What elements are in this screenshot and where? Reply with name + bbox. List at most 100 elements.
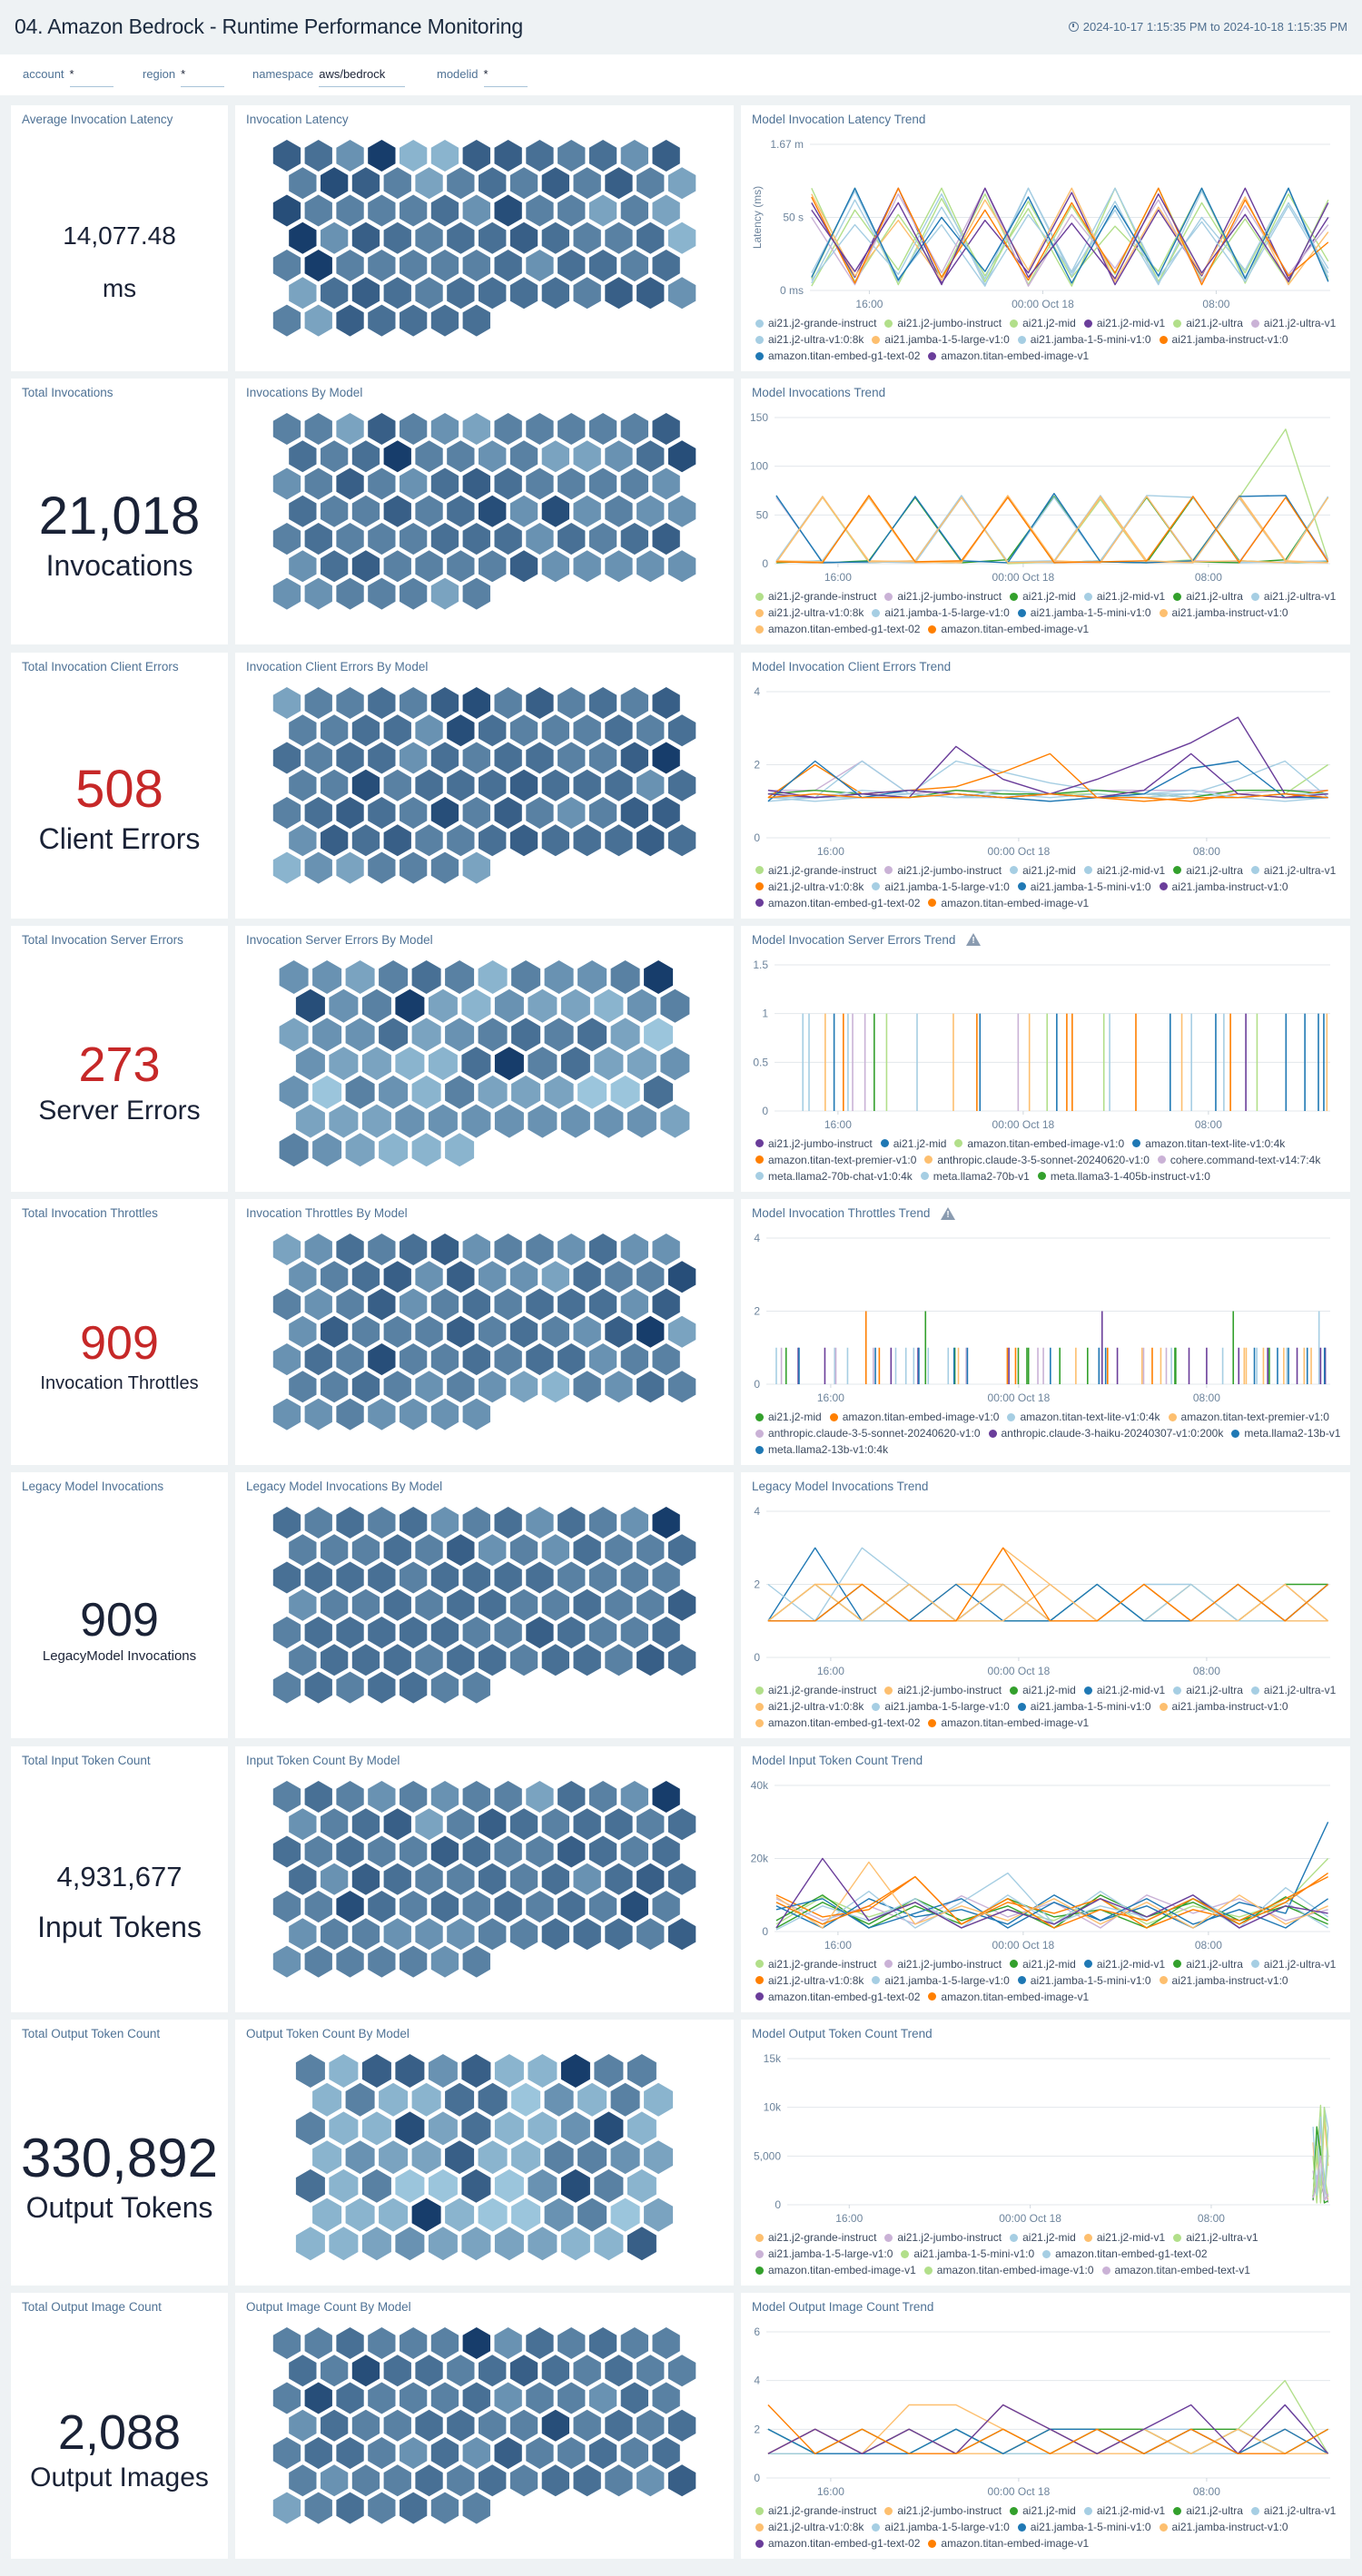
honeycomb-cell[interactable] [620,1234,648,1266]
honeycomb-cell[interactable] [368,2382,396,2414]
honeycomb-cell[interactable] [479,713,507,746]
honeycomb-cell[interactable] [400,851,428,884]
legend-item[interactable]: ai21.jamba-1-5-mini-v1:0 [1017,1973,1151,1988]
honeycomb-cell[interactable] [304,1835,332,1868]
honeycomb-cell[interactable] [541,769,569,801]
honeycomb-cell[interactable] [336,2492,364,2524]
honeycomb-cell[interactable] [620,413,648,446]
honeycomb-cell[interactable] [336,1617,364,1649]
legend-item[interactable]: ai21.j2-mid [755,1410,822,1424]
honeycomb-cell[interactable] [430,194,459,227]
honeycomb-cell[interactable] [272,1343,301,1376]
honeycomb-cell[interactable] [383,2464,411,2497]
honeycomb-cell[interactable] [494,1288,522,1321]
honeycomb-cell[interactable] [379,959,409,994]
honeycomb-cell[interactable] [494,2227,524,2261]
honeycomb-cell[interactable] [345,2082,375,2117]
honeycomb-cell[interactable] [272,1835,301,1868]
honeycomb-cell[interactable] [295,1047,325,1080]
honeycomb-cell[interactable] [351,1644,380,1676]
honeycomb-cell[interactable] [447,713,475,746]
honeycomb-cell[interactable] [511,959,541,994]
honeycomb-cell[interactable] [644,2082,674,2117]
series-line[interactable] [775,1857,1329,1929]
honeycomb-cell[interactable] [620,1617,648,1649]
honeycomb-cell[interactable] [541,2410,569,2443]
honeycomb-cell[interactable] [509,2464,538,2497]
honeycomb-cell[interactable] [558,686,586,719]
honeycomb-cell[interactable] [637,1261,665,1293]
honeycomb-cell[interactable] [573,2355,601,2387]
honeycomb-cell[interactable] [627,1047,656,1080]
honeycomb-cell[interactable] [620,2437,648,2470]
honeycomb-cell[interactable] [462,467,490,500]
honeycomb-cell[interactable] [610,2140,640,2175]
honeycomb-cell[interactable] [336,1780,364,1813]
honeycomb-cell[interactable] [304,304,332,337]
honeycomb-cell[interactable] [637,1808,665,1841]
honeycomb-cell[interactable] [558,1288,586,1321]
honeycomb-cell[interactable] [573,2410,601,2443]
honeycomb-cell[interactable] [351,221,380,254]
legend-item[interactable]: ai21.j2-grande-instruct [755,316,876,330]
honeycomb-cell[interactable] [329,2227,359,2261]
honeycomb-cell[interactable] [605,1315,633,1348]
honeycomb-cell[interactable] [644,1018,674,1052]
honeycomb-cell[interactable] [494,413,522,446]
honeycomb-cell[interactable] [462,1507,490,1539]
honeycomb-cell[interactable] [462,140,490,172]
honeycomb-cell[interactable] [620,523,648,556]
honeycomb-cell[interactable] [289,769,317,801]
honeycomb-cell[interactable] [462,413,490,446]
honeycomb-cell[interactable] [272,194,301,227]
honeycomb-cell[interactable] [558,1507,586,1539]
filter-account[interactable]: account * [23,67,114,87]
honeycomb-cell[interactable] [351,496,380,528]
honeycomb-cell[interactable] [494,742,522,774]
honeycomb-cell[interactable] [652,413,680,446]
honeycomb-cell[interactable] [430,1835,459,1868]
honeycomb-cell[interactable] [400,1617,428,1649]
honeycomb-cell[interactable] [462,1672,490,1705]
honeycomb-cell[interactable] [295,988,325,1023]
legend-item[interactable]: ai21.jamba-1-5-mini-v1:0 [901,2247,1034,2261]
legend-item[interactable]: ai21.jamba-1-5-large-v1:0 [872,2520,1010,2534]
honeycomb-cell[interactable] [526,194,554,227]
honeycomb-cell[interactable] [395,1104,425,1138]
honeycomb-cell[interactable] [462,1398,490,1431]
legend-item[interactable]: ai21.j2-jumbo-instruct [884,316,1002,330]
honeycomb-cell[interactable] [511,1018,541,1052]
series-line[interactable] [811,187,1329,286]
honeycomb-cell[interactable] [652,250,680,282]
honeycomb-cell[interactable] [573,440,601,473]
legend-item[interactable]: ai21.j2-ultra-v1 [1250,316,1336,330]
honeycomb-cell[interactable] [321,769,349,801]
honeycomb-cell[interactable] [272,1890,301,1922]
honeycomb-cell[interactable] [594,2054,624,2089]
honeycomb-cell[interactable] [368,194,396,227]
honeycomb-cell[interactable] [588,467,617,500]
honeycomb-cell[interactable] [447,277,475,310]
honeycomb-cell[interactable] [304,194,332,227]
warning-icon[interactable]: ! [966,933,982,947]
honeycomb-cell[interactable] [383,823,411,856]
honeycomb-cell[interactable] [430,577,459,610]
honeycomb-cell[interactable] [637,2355,665,2387]
honeycomb-cell[interactable] [304,1617,332,1649]
legend-item[interactable]: amazon.titan-embed-g1-text-02 [755,2536,920,2551]
honeycomb-cell[interactable] [528,2168,558,2203]
honeycomb-cell[interactable] [667,1261,696,1293]
honeycomb-cell[interactable] [368,523,396,556]
legend-item[interactable]: ai21.j2-mid-v1 [1083,863,1165,878]
honeycomb-cell[interactable] [644,1075,674,1109]
series-line[interactable] [767,792,1328,802]
honeycomb-cell[interactable] [361,1047,391,1080]
honeycomb-cell[interactable] [462,1343,490,1376]
honeycomb-cell[interactable] [400,1398,428,1431]
honeycomb-cell[interactable] [478,959,508,994]
honeycomb-cell[interactable] [336,577,364,610]
honeycomb-cell[interactable] [620,250,648,282]
legend-item[interactable]: ai21.j2-jumbo-instruct [884,589,1002,604]
honeycomb-cell[interactable] [541,1863,569,1895]
honeycomb-cell[interactable] [304,2437,332,2470]
